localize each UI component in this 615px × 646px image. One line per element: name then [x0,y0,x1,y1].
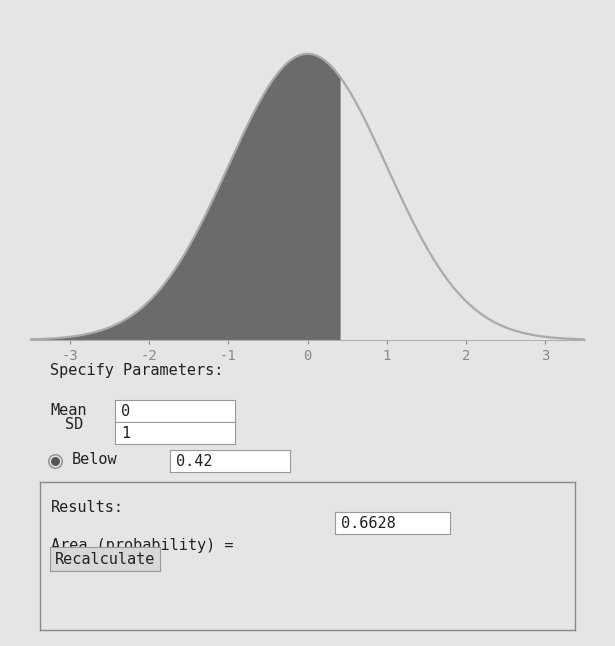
Text: 0: 0 [121,404,130,419]
Text: Results:: Results: [50,500,124,515]
Text: Recalculate: Recalculate [55,552,155,567]
Text: Specify Parameters:: Specify Parameters: [50,363,223,378]
Text: SD: SD [65,417,83,432]
Text: 0.6628: 0.6628 [341,516,395,530]
Text: Mean: Mean [50,403,87,418]
Text: Area (probability) =: Area (probability) = [50,538,242,553]
Text: 1: 1 [121,426,130,441]
Text: 0.42: 0.42 [176,453,213,468]
Circle shape [52,458,59,465]
Text: Below: Below [72,452,117,467]
